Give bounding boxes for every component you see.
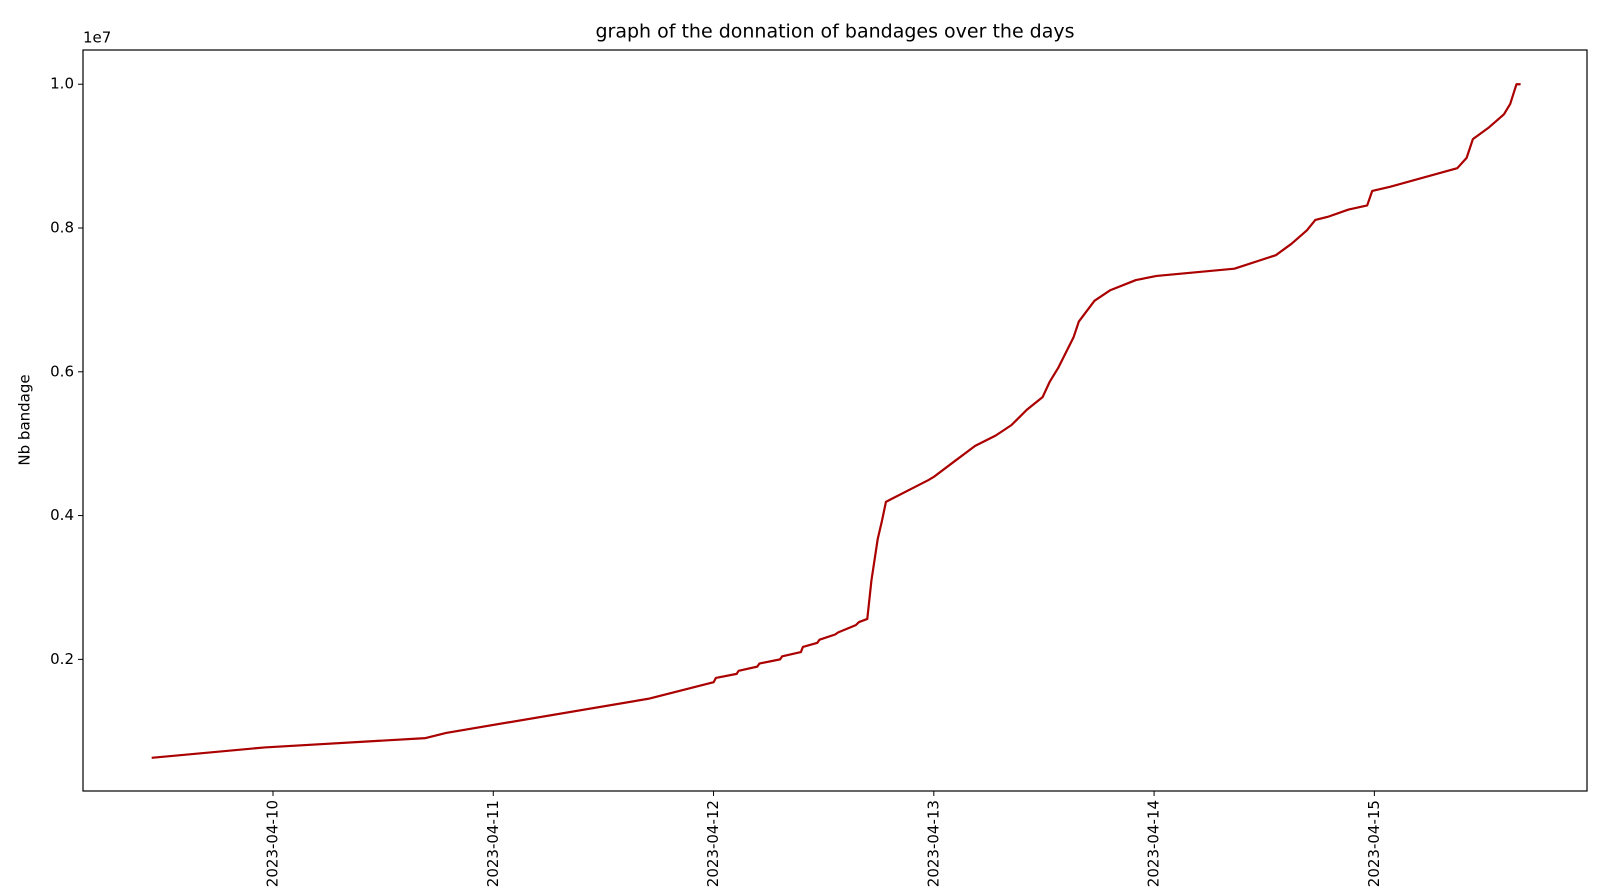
chart-title: graph of the donnation of bandages over …: [595, 21, 1074, 43]
y-tick-label: 0.6: [50, 362, 74, 380]
x-tick-label: 2023-04-11: [484, 800, 502, 887]
x-tick-label: 2023-04-14: [1145, 800, 1163, 887]
y-tick-label: 0.4: [50, 506, 74, 524]
x-tick-label: 2023-04-10: [263, 800, 281, 887]
y-tick-label: 0.2: [50, 650, 74, 668]
x-tick-label: 2023-04-15: [1365, 800, 1383, 887]
x-tick-label: 2023-04-12: [704, 800, 722, 887]
y-tick-label: 0.8: [50, 219, 74, 237]
x-tick-label: 2023-04-13: [924, 800, 942, 887]
y-offset-label: 1e7: [83, 29, 111, 47]
y-axis-label: Nb bandage: [16, 374, 34, 465]
data-line: [151, 83, 1521, 759]
plot-frame: [82, 49, 1588, 792]
y-tick-label: 1.0: [50, 75, 74, 93]
